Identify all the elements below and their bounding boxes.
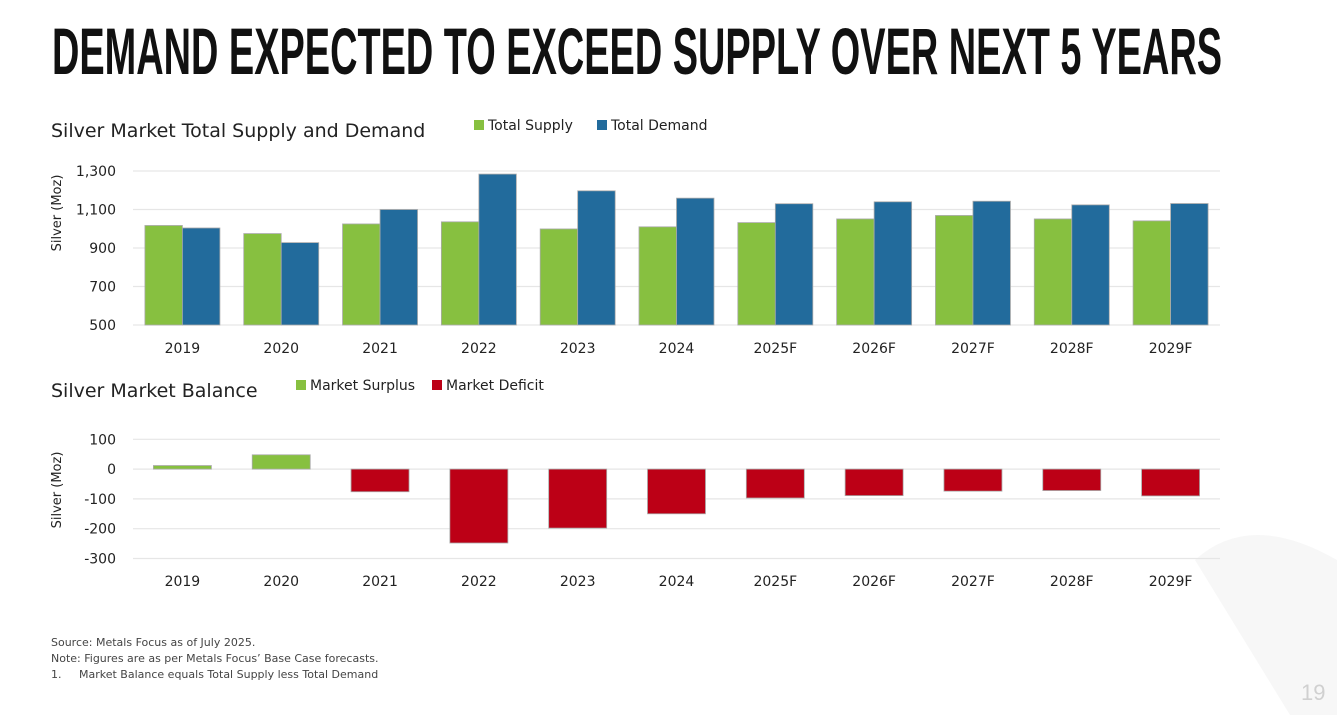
market-balance-chart: Silver Market Balance Market Surplus Marke… — [50, 378, 1220, 590]
bar-total-supply — [243, 233, 282, 326]
bar-total-demand — [1071, 204, 1110, 326]
bar-total-supply — [539, 228, 579, 326]
y-tick-label: -200 — [84, 522, 116, 538]
x-tick-label: 2026F — [852, 574, 896, 590]
chart-title: Silver Market Balance — [51, 380, 258, 402]
bar-total-demand — [774, 203, 814, 326]
bar-market-surplus — [153, 465, 212, 470]
y-tick-label: 1,300 — [76, 164, 116, 180]
x-tick-label: 2026F — [852, 341, 896, 357]
x-tick-label: 2024 — [659, 341, 695, 357]
bar-total-supply — [342, 223, 381, 326]
legend-swatch — [597, 120, 607, 130]
bar-market-deficit — [350, 468, 410, 493]
bar-market-surplus — [251, 454, 311, 470]
x-tick-label: 2019 — [165, 574, 201, 590]
legend-label: Total Demand — [610, 118, 708, 134]
bar-total-demand — [1170, 203, 1209, 326]
footnote-text: Market Balance equals Total Supply less … — [79, 668, 379, 681]
bar-total-demand — [379, 209, 418, 326]
source-note: Source: Metals Focus as of July 2025. — [51, 636, 256, 649]
y-axis-title: Silver (Moz) — [50, 175, 65, 252]
x-tick-label: 2020 — [263, 341, 299, 357]
x-tick-label: 2028F — [1050, 341, 1094, 357]
bar-total-supply — [1033, 218, 1073, 326]
bar-market-deficit — [1141, 468, 1200, 497]
y-tick-label: -100 — [84, 492, 116, 508]
x-tick-label: 2024 — [659, 574, 695, 590]
bar-total-demand — [676, 197, 715, 326]
bar-total-supply — [144, 225, 183, 326]
x-tick-label: 2027F — [951, 574, 995, 590]
bar-market-deficit — [449, 468, 509, 544]
bar-market-deficit — [745, 468, 805, 499]
bar-total-demand — [478, 173, 517, 326]
x-tick-label: 2020 — [263, 574, 299, 590]
bar-total-demand — [577, 190, 616, 326]
legend-swatch — [296, 380, 306, 390]
y-tick-label: 500 — [89, 318, 116, 334]
x-tick-label: 2023 — [560, 341, 596, 357]
x-tick-label: 2023 — [560, 574, 596, 590]
supply-demand-chart: Silver Market Total Supply and Demand Tot… — [50, 118, 1220, 357]
bar-total-supply — [1132, 220, 1171, 326]
bar-total-demand — [873, 201, 913, 326]
x-tick-label: 2025F — [753, 574, 797, 590]
legend-label: Market Surplus — [310, 378, 415, 394]
footnote-number: 1. — [51, 668, 62, 681]
x-tick-label: 2028F — [1050, 574, 1094, 590]
x-tick-label: 2029F — [1149, 574, 1193, 590]
bar-total-demand — [972, 200, 1011, 326]
x-tick-label: 2022 — [461, 341, 497, 357]
chart-title: Silver Market Total Supply and Demand — [51, 120, 425, 142]
bar-total-supply — [836, 218, 875, 326]
bar-total-supply — [935, 215, 974, 326]
y-tick-label: 700 — [89, 280, 116, 296]
bar-market-deficit — [647, 468, 706, 515]
bar-total-supply — [638, 226, 677, 326]
legend-label: Market Deficit — [446, 378, 544, 394]
page-number: 19 — [1301, 680, 1326, 705]
x-tick-label: 2029F — [1149, 341, 1193, 357]
bar-total-supply — [440, 221, 480, 326]
legend-swatch — [474, 120, 484, 130]
y-axis-title: Silver (Moz) — [50, 452, 65, 529]
footnotes: Source: Metals Focus as of July 2025. No… — [51, 635, 379, 683]
legend-label: Total Supply — [487, 118, 573, 134]
x-tick-label: 2019 — [165, 341, 201, 357]
footnote-1: 1. Market Balance equals Total Supply les… — [51, 667, 379, 683]
x-tick-label: 2021 — [362, 341, 398, 357]
bar-total-demand — [280, 242, 320, 326]
y-tick-label: 100 — [89, 432, 116, 448]
bar-market-deficit — [1042, 468, 1102, 491]
bar-total-supply — [737, 222, 776, 326]
y-tick-label: 1,100 — [76, 203, 116, 219]
x-tick-label: 2021 — [362, 574, 398, 590]
x-tick-label: 2025F — [753, 341, 797, 357]
base-case-note: Note: Figures are as per Metals Focus’ B… — [51, 652, 379, 665]
bar-market-deficit — [844, 468, 904, 497]
y-tick-label: -300 — [84, 552, 116, 568]
legend-swatch — [432, 380, 442, 390]
bar-market-deficit — [943, 468, 1003, 492]
bar-total-demand — [182, 227, 221, 326]
x-tick-label: 2027F — [951, 341, 995, 357]
x-tick-label: 2022 — [461, 574, 497, 590]
page-title: DEMAND EXPECTED TO EXCEED SUPPLY OVER NE… — [52, 14, 1222, 88]
decorative-shape — [1195, 535, 1337, 715]
y-tick-label: 0 — [107, 462, 116, 478]
y-tick-label: 900 — [89, 241, 116, 257]
bar-market-deficit — [548, 468, 608, 529]
